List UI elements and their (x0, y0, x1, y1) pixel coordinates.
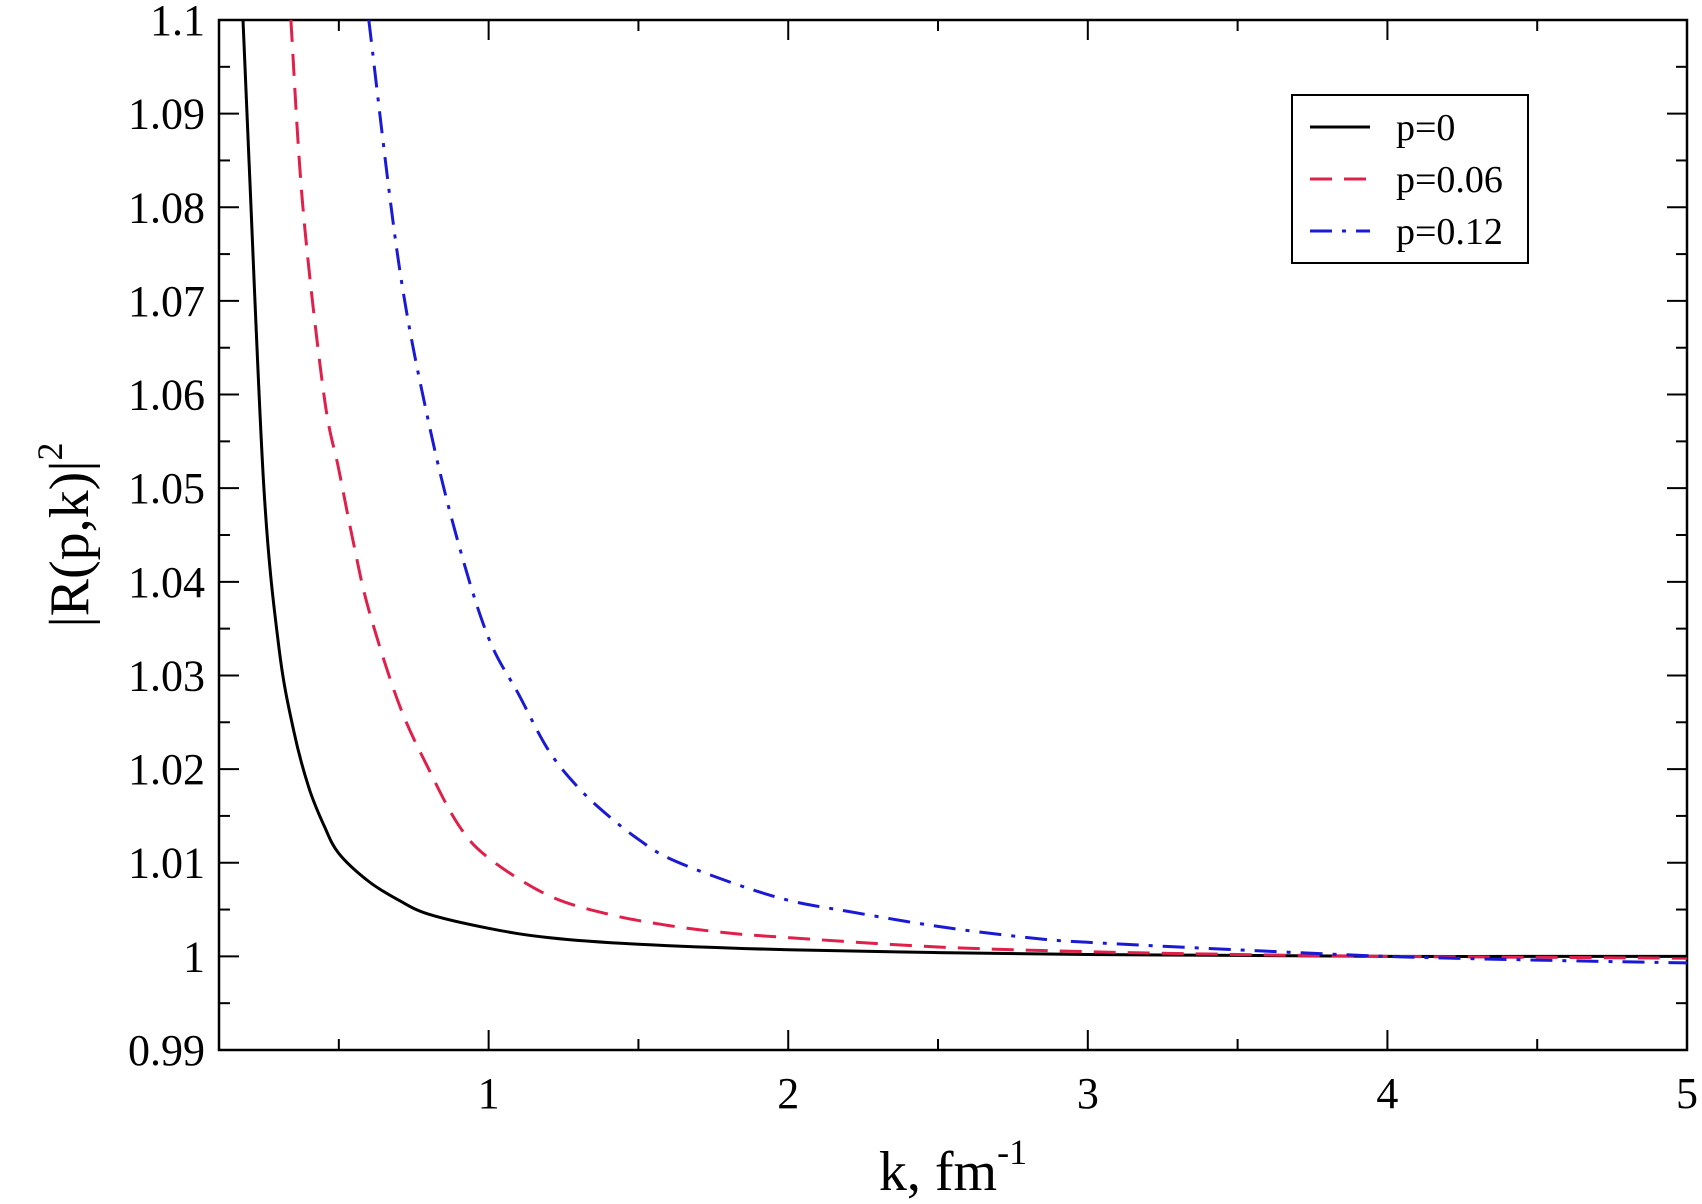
axis-titles: k, fm-1 |R(p,k)|2 (30, 442, 1027, 1203)
legend-label: p=0 (1396, 107, 1455, 149)
x-tick-label: 1 (478, 1069, 500, 1118)
y-axis-title-base: |R(p,k)| (39, 460, 101, 627)
y-tick-label: 1.05 (128, 464, 205, 513)
x-axis-title-base: k, fm (879, 1141, 997, 1203)
x-axis-title-superscript: -1 (997, 1132, 1027, 1172)
series-line-p=0.12 (367, 20, 1687, 965)
series-layer (241, 20, 1687, 965)
x-tick-label: 5 (1676, 1069, 1698, 1118)
legend-label: p=0.12 (1396, 211, 1503, 253)
x-tick-label: 4 (1376, 1069, 1398, 1118)
y-tick-label: 0.99 (128, 1026, 205, 1075)
y-axis-title-superscript: 2 (30, 442, 70, 460)
y-tick-label: 1.09 (128, 90, 205, 139)
y-tick-label: 1.1 (150, 0, 205, 45)
y-tick-label: 1 (183, 932, 205, 981)
series-line-p=0.06 (289, 20, 1687, 960)
y-tick-label: 1.06 (128, 371, 205, 420)
legend-label: p=0.06 (1396, 159, 1503, 201)
x-axis-title: k, fm-1 (879, 1132, 1027, 1203)
x-tick-label: 2 (777, 1069, 799, 1118)
y-tick-label: 1.02 (128, 745, 205, 794)
legend: p=0 p=0.06 p=0.12 (1291, 94, 1529, 264)
y-tick-label: 1.04 (128, 558, 205, 607)
y-axis-title: |R(p,k)|2 (30, 442, 101, 627)
x-tick-label: 3 (1077, 1069, 1099, 1118)
ticks-layer: 1 2 3 4 5 0.99 1 1.01 1.02 1.03 1.04 1.05 1.06 1.07 1.… (128, 0, 1698, 1118)
y-tick-label: 1.08 (128, 183, 205, 232)
y-tick-label: 1.03 (128, 651, 205, 700)
y-tick-label: 1.07 (128, 277, 205, 326)
y-tick-label: 1.01 (128, 839, 205, 888)
